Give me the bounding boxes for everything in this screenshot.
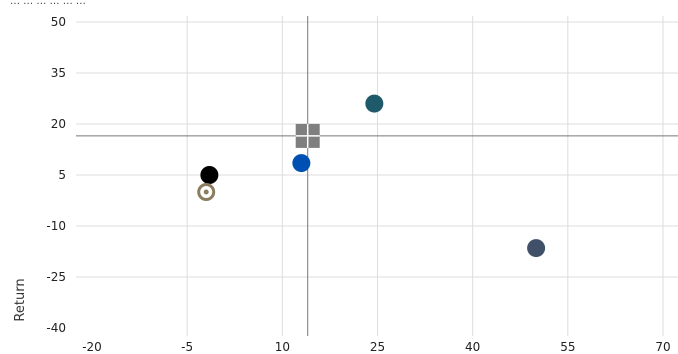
y-tick-label: -25 [46,270,66,284]
y-tick-label: 50 [51,15,66,29]
grid [76,16,678,336]
y-tick-label: -10 [46,219,66,233]
ring-marker [197,183,216,201]
y-tick-label: -40 [46,321,66,335]
x-tick-label: 70 [655,340,670,354]
circle-marker [200,166,219,184]
x-tick-label: 40 [465,340,480,354]
header-fragment: … … … … … … [10,0,86,7]
data-points [197,94,546,258]
circle-marker [365,94,384,113]
y-tick-label: 20 [51,117,66,131]
square-marker [295,123,320,148]
circle-marker [292,154,311,173]
y-axis-title: Return [13,278,28,321]
circle-marker [527,239,546,258]
y-tick-label: 35 [51,66,66,80]
x-tick-label: -5 [181,340,193,354]
ring-marker-center [203,189,209,195]
x-tick-label: 10 [275,340,290,354]
y-tick-label: 5 [58,168,66,182]
x-tick-label: 25 [370,340,385,354]
x-tick-label: -20 [82,340,102,354]
tick-labels: -20 -5 10 25 40 55 70 -40 -25 -10 5 20 35 50 [46,15,670,354]
x-tick-label: 55 [560,340,575,354]
crosshair [76,16,678,336]
